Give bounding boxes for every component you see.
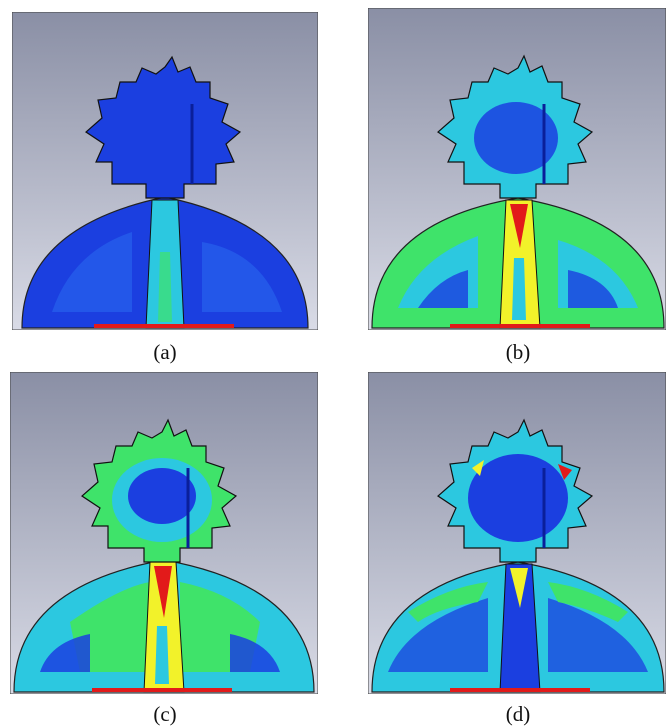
field-plot-d bbox=[368, 372, 666, 694]
caption-b: (b) bbox=[505, 340, 531, 364]
panel-b bbox=[368, 8, 666, 330]
panel-a bbox=[12, 12, 318, 330]
caption-a: (a) bbox=[153, 340, 177, 364]
caption-d: (d) bbox=[505, 702, 531, 726]
field-plot-a bbox=[12, 12, 318, 330]
panel-d bbox=[368, 372, 666, 694]
panel-c bbox=[10, 372, 318, 694]
field-plot-c bbox=[10, 372, 318, 694]
field-plot-b bbox=[368, 8, 666, 330]
caption-c: (c) bbox=[153, 702, 177, 726]
